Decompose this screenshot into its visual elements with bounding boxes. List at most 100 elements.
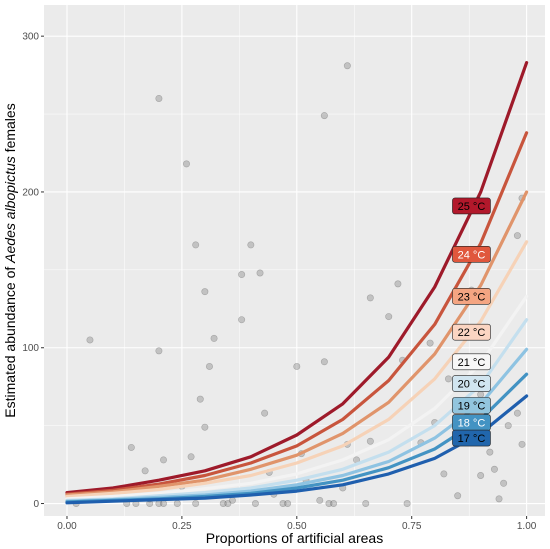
data-point [201, 423, 209, 431]
series-line [65, 61, 529, 495]
y-axis-title: Estimated abundance of Aedes albopictus … [2, 103, 18, 417]
data-point [518, 440, 526, 448]
data-point [385, 313, 393, 321]
data-point [224, 500, 232, 508]
temperature-label-text: 18 °C [458, 418, 486, 430]
temperature-label-box [452, 245, 491, 263]
temperature-label: 25 °C [452, 197, 491, 215]
data-point [486, 448, 494, 456]
series-line [65, 394, 529, 505]
data-point [201, 288, 209, 296]
temperature-label-box [452, 288, 491, 305]
data-point [187, 453, 195, 461]
data-point [141, 467, 149, 475]
x-tick-label: 0.50 [287, 521, 307, 532]
data-point [366, 294, 374, 302]
data-point [513, 232, 521, 240]
data-point [192, 500, 200, 508]
data-point [500, 479, 508, 487]
temperature-lines [65, 61, 529, 505]
series-line [65, 190, 529, 497]
data-point [238, 271, 246, 279]
data-point [228, 496, 236, 504]
data-point [504, 422, 512, 430]
data-point [394, 280, 402, 288]
temperature-label-box [452, 353, 491, 371]
temperature-label-box [452, 323, 491, 341]
temperature-label-text: 19 °C [458, 400, 486, 412]
grid-lines [44, 5, 545, 516]
temperature-labels: 25 °C 24 °C 23 °C 22 °C 21 °C 20 °C 19 °C 18 °C… [452, 197, 491, 447]
temperature-label: 20 °C [452, 375, 491, 392]
data-point [440, 470, 448, 478]
series-line [65, 131, 529, 496]
temperature-label: 23 °C [452, 288, 491, 305]
x-tick-label: 0.00 [57, 521, 77, 532]
data-point [362, 500, 370, 508]
data-point [403, 500, 411, 508]
series-line [65, 240, 529, 499]
data-point [293, 362, 301, 370]
data-point [495, 495, 503, 503]
temperature-label-box [452, 375, 491, 392]
data-point [426, 339, 434, 347]
data-point [182, 160, 190, 168]
temperature-label: 21 °C [452, 353, 491, 371]
data-point [173, 500, 181, 508]
x-tick-label: 1.00 [517, 521, 537, 532]
data-point [343, 62, 351, 70]
data-point [325, 500, 333, 508]
series-line [65, 294, 529, 501]
y-axis-title-species: Aedes albopictus [2, 156, 18, 264]
temperature-label: 18 °C [452, 414, 491, 431]
data-point [205, 362, 213, 370]
temperature-label-box [452, 397, 491, 414]
x-tick-label: 0.75 [402, 521, 422, 532]
data-point [160, 456, 168, 464]
temperature-label-text: 22 °C [458, 327, 486, 339]
temperature-label: 17 °C [452, 429, 491, 447]
data-point [261, 409, 269, 417]
temperature-label: 19 °C [452, 397, 491, 414]
temperature-label-text: 17 °C [458, 433, 486, 445]
data-point [513, 409, 521, 417]
data-point [219, 500, 227, 508]
temperature-label-box [452, 429, 491, 447]
temperature-label-text: 25 °C [458, 201, 486, 213]
temperature-label: 24 °C [452, 245, 491, 263]
temperature-label-text: 23 °C [458, 291, 486, 303]
data-point [192, 241, 200, 249]
x-axis-title: Proportions of artificial areas [206, 530, 383, 546]
temperature-label-text: 21 °C [458, 357, 486, 369]
y-tick-label: 0 [33, 499, 39, 510]
data-point [247, 241, 255, 249]
data-point [196, 395, 204, 403]
data-point [320, 358, 328, 366]
axis-ticks: 0.00 0.25 0.50 0.75 1.00 0 100 200 300 [22, 32, 536, 532]
y-tick-label: 300 [22, 32, 39, 43]
data-point [366, 437, 374, 445]
temperature-label-box [452, 197, 491, 215]
data-point [256, 269, 264, 277]
temperature-label-text: 20 °C [458, 379, 486, 391]
data-point [127, 443, 135, 451]
data-point [490, 465, 498, 473]
data-point [155, 347, 163, 355]
data-point [330, 500, 338, 508]
data-point [279, 500, 287, 508]
data-point [160, 500, 168, 508]
data-point [238, 316, 246, 324]
data-point [477, 390, 485, 398]
temperature-label-text: 24 °C [458, 249, 486, 261]
data-point [444, 375, 452, 383]
y-axis-title-part-3: females [2, 103, 18, 156]
y-tick-label: 200 [22, 187, 39, 198]
data-point [210, 334, 218, 342]
y-axis-title-part-1: Estimated abundance of [2, 263, 18, 418]
data-point [454, 492, 462, 500]
data-point [284, 500, 292, 508]
data-point [155, 94, 163, 102]
y-tick-label: 100 [22, 343, 39, 354]
data-point [86, 336, 94, 344]
